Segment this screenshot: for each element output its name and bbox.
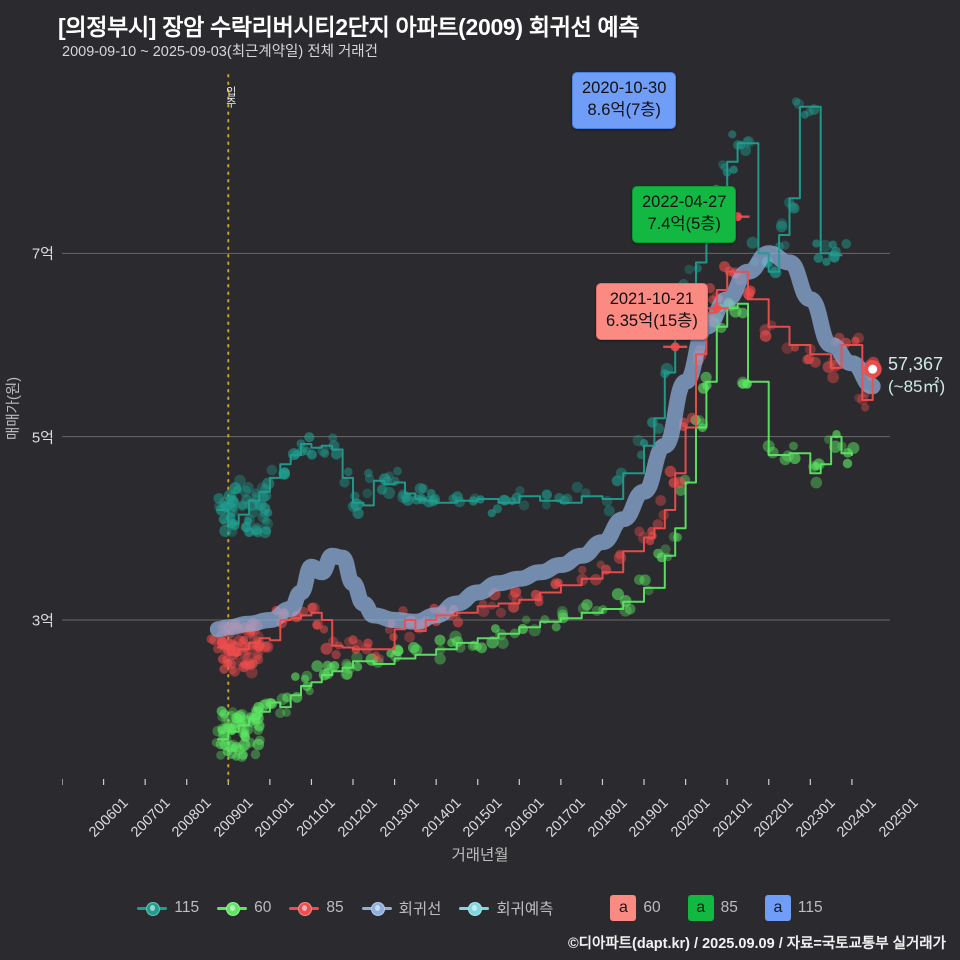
x-tick-label: 200601 bbox=[86, 795, 132, 841]
last-trade-area: (~85㎡) bbox=[888, 377, 946, 397]
x-tick-label: 201301 bbox=[377, 795, 423, 841]
x-tick-label: 201901 bbox=[626, 795, 673, 841]
legend-60[interactable]: 60 bbox=[217, 899, 271, 917]
legend-marker-icon bbox=[137, 899, 168, 917]
legend-swatch-glyph: a bbox=[610, 895, 637, 921]
swatch-85[interactable]: a 85 bbox=[679, 895, 738, 921]
annotation-date: 2020-10-30 bbox=[582, 79, 667, 97]
legend-swatch-glyph: a bbox=[687, 895, 714, 921]
x-tick-label: 202501 bbox=[876, 795, 922, 841]
regression-band bbox=[209, 245, 881, 638]
x-tick-label: 200701 bbox=[127, 795, 174, 841]
x-tick-label: 202001 bbox=[668, 795, 714, 841]
x-tick-label: 201401 bbox=[418, 795, 465, 841]
x-tick-label: 200901 bbox=[210, 795, 257, 841]
footer-credit: ©디아파트(dapt.kr) / 2025.09.09 / 자료=국토교통부 실… bbox=[567, 936, 946, 952]
legend-swatch-label: 85 bbox=[720, 899, 738, 916]
legend-marker-icon bbox=[459, 899, 490, 917]
annotation-date: 2022-04-27 bbox=[642, 193, 727, 211]
legend-regression[interactable]: 회귀선 bbox=[361, 897, 442, 919]
legend-marker-icon bbox=[289, 899, 320, 917]
peak-115-annotation[interactable]: 2020-10-30 8.6억(7층) bbox=[572, 72, 677, 129]
x-tick-label: 202301 bbox=[792, 795, 839, 841]
page-title: [의정부시] 장암 수락리버시티2단지 아파트(2009) 회귀선 예측 bbox=[58, 14, 640, 40]
legend-marker-icon bbox=[361, 899, 392, 917]
x-tick-label: 201701 bbox=[543, 795, 590, 841]
legend-label: 85 bbox=[326, 899, 344, 916]
peak-60-annotation[interactable]: 2021-10-21 6.35억(15층) bbox=[596, 283, 708, 340]
legend-115[interactable]: 115 bbox=[137, 899, 199, 917]
legend-label: 115 bbox=[174, 899, 200, 916]
annotation-value: 8.6억(7층) bbox=[587, 100, 661, 119]
y-axis-title: 매매가(원) bbox=[6, 376, 22, 440]
x-tick-label: 202101 bbox=[709, 795, 756, 841]
gridlines bbox=[62, 252, 890, 621]
series-step-lines bbox=[216, 105, 874, 741]
annotation-date: 2021-10-21 bbox=[609, 290, 695, 308]
y-tick-label: 7억 bbox=[31, 245, 54, 263]
legend-label: 60 bbox=[254, 899, 272, 916]
last-trade-value: 57,367 bbox=[888, 354, 944, 374]
x-tick-label: 201201 bbox=[335, 795, 382, 841]
x-tick-label: 201501 bbox=[460, 795, 506, 841]
swatch-115[interactable]: a 115 bbox=[756, 895, 823, 921]
swatch-60[interactable]: a 60 bbox=[601, 895, 661, 921]
chart-plot-area: 200601 200701 200801 200901 201001 201101 2012… bbox=[62, 70, 922, 841]
x-tick-label: 201601 bbox=[501, 795, 548, 841]
legend-regression-forecast[interactable]: 회귀예측 bbox=[459, 897, 553, 919]
x-tick-label: 201801 bbox=[585, 795, 631, 841]
legend-label: 회귀예측 bbox=[496, 901, 554, 918]
x-tick-label: 201001 bbox=[252, 795, 298, 841]
annotation-value: 7.4억(5층) bbox=[647, 214, 721, 233]
y-tick-label: 3억 bbox=[31, 612, 54, 630]
x-tick-label: 202201 bbox=[751, 795, 797, 841]
y-tick-label: 5억 bbox=[31, 429, 54, 447]
page-subtitle: 2009-09-10 ~ 2025-09-03(최근계약일) 전체 거래건 bbox=[62, 44, 378, 60]
movein-label: 입주 bbox=[224, 86, 237, 108]
legend-marker-icon bbox=[217, 899, 248, 917]
peak-85-annotation[interactable]: 2022-04-27 7.4억(5층) bbox=[632, 186, 737, 243]
legend-swatch-glyph: a bbox=[764, 895, 791, 921]
x-tick-label: 201101 bbox=[293, 795, 339, 840]
chart-canvas bbox=[62, 70, 890, 785]
legend-85[interactable]: 85 bbox=[289, 899, 344, 917]
x-tick-label: 202401 bbox=[834, 795, 881, 841]
last-trade-label: 57,367 (~85㎡) bbox=[888, 352, 945, 399]
legend-swatch-label: 60 bbox=[643, 899, 661, 916]
annotation-value: 6.35억(15층) bbox=[606, 311, 698, 330]
scatter-points bbox=[206, 97, 880, 762]
x-axis-title: 거래년월 bbox=[451, 847, 509, 864]
chart-legend: 115 60 85 회귀선 회귀예측 a 60 a 85 a 115 bbox=[0, 888, 960, 928]
legend-label: 회귀선 bbox=[398, 901, 442, 918]
x-tick-marks bbox=[62, 779, 853, 785]
x-tick-label: 200801 bbox=[169, 795, 215, 841]
legend-swatch-label: 115 bbox=[797, 899, 823, 916]
